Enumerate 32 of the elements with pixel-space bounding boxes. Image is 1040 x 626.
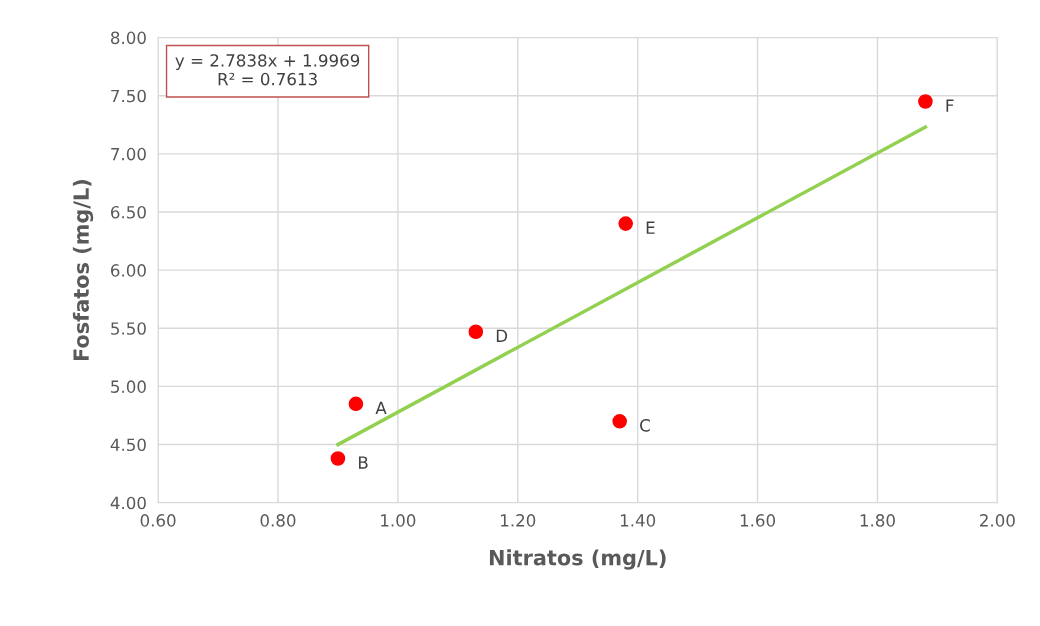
annotation: D xyxy=(496,329,508,342)
annotation: B xyxy=(359,456,368,469)
point xyxy=(348,396,364,412)
x-tick-label: 1.40 xyxy=(620,514,656,527)
y-tick-label: 4.00 xyxy=(110,496,146,510)
annotation: F xyxy=(946,99,954,112)
x-tick-label: 1.00 xyxy=(381,514,416,527)
point xyxy=(918,94,933,109)
point xyxy=(618,216,633,231)
x-tick-label: 0.60 xyxy=(140,514,176,527)
point xyxy=(468,324,484,340)
y-tick-label: 4.50 xyxy=(110,438,146,452)
point xyxy=(612,413,627,429)
annotation: A xyxy=(375,401,387,414)
y-tick-label: 5.00 xyxy=(111,380,146,393)
y-tick-label: 7.50 xyxy=(111,89,146,103)
point xyxy=(330,451,346,466)
y-axis-title: Fosfatos (mg/L) xyxy=(72,180,94,361)
x-tick-label: 2.00 xyxy=(980,514,1015,527)
annotation: E xyxy=(646,221,655,234)
annotation: y = 2.7838x + 1.9969 R² = 0.7613 xyxy=(175,54,360,86)
x-tick-label: 0.80 xyxy=(260,514,296,527)
x-axis-title: Nitratos (mg/L) xyxy=(489,549,666,570)
x-tick-label: 1.60 xyxy=(740,514,776,527)
x-tick-label: 1.20 xyxy=(501,514,536,527)
y-tick-label: 5.50 xyxy=(111,322,146,335)
y-tick-label: 6.00 xyxy=(111,264,146,277)
x-tick-label: 1.80 xyxy=(860,514,895,527)
y-tick-label: 7.00 xyxy=(111,147,146,161)
y-tick-label: 8.00 xyxy=(110,31,146,45)
annotation: C xyxy=(640,419,650,432)
y-tick-label: 6.50 xyxy=(111,205,146,219)
